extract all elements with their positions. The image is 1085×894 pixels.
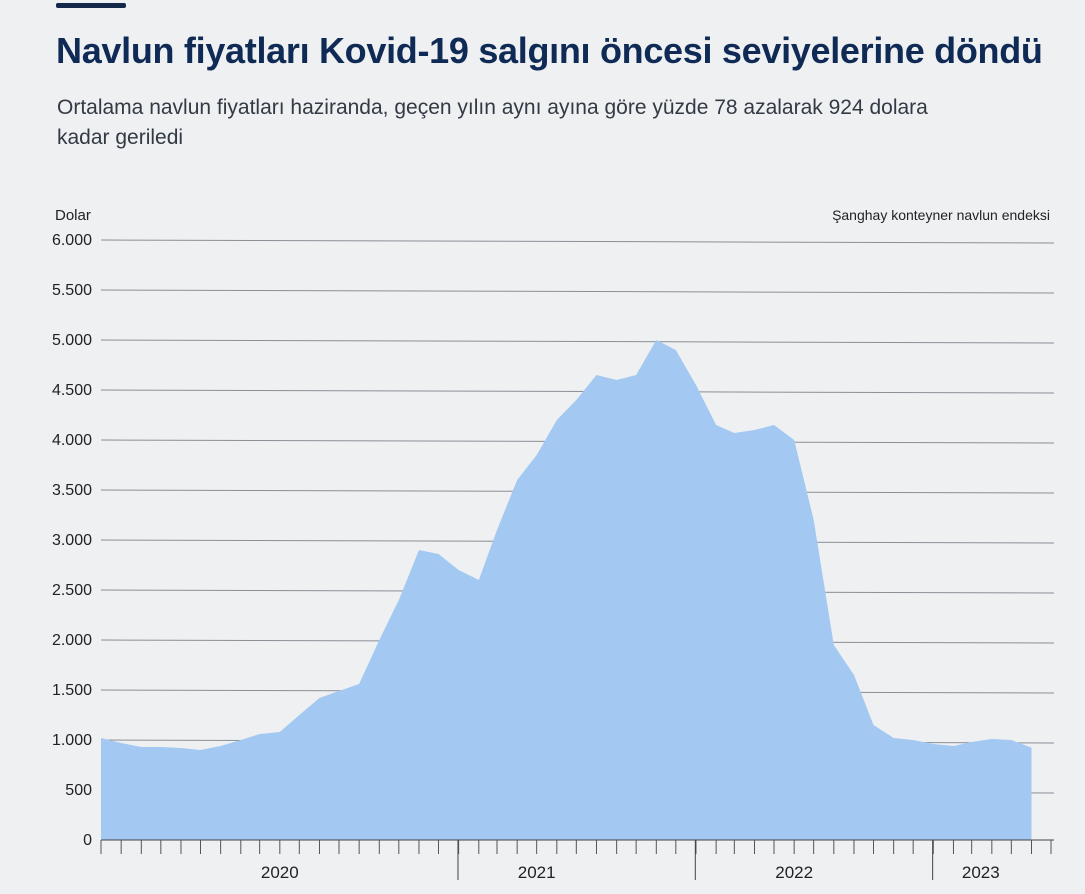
chart-subtitle: Ortalama navlun fiyatları haziranda, geç… (57, 96, 928, 149)
series-label: Şanghay konteyner navlun endeksi (832, 207, 1050, 223)
x-year-label: 2023 (962, 863, 1000, 882)
y-axis-label: Dolar (55, 207, 91, 224)
top-accent-bar (56, 3, 126, 8)
chart-title: Navlun fiyatları Kovid-19 salgını öncesi… (56, 30, 1043, 71)
y-tick-label: 1.000 (52, 732, 92, 749)
x-year-label: 2022 (775, 863, 813, 882)
x-axis: 2020 2021 2022 2023 (100, 839, 1054, 882)
y-tick-label: 4.500 (52, 382, 92, 399)
series-area (101, 340, 1032, 840)
y-tick-label: 2.500 (52, 582, 92, 599)
gridline (100, 389, 1055, 394)
y-tick-label: 1.500 (52, 682, 92, 699)
y-tick-label: 500 (65, 782, 92, 799)
y-tick-label: 5.500 (52, 282, 92, 299)
y-tick-label: 2.000 (52, 632, 92, 649)
y-tick-label: 6.000 (52, 232, 92, 249)
y-tick-label: 5.000 (52, 332, 92, 349)
x-year-label: 2020 (261, 863, 299, 882)
x-year-label: 2021 (518, 863, 556, 882)
gridline (100, 339, 1055, 344)
y-tick-label: 0 (83, 832, 92, 849)
y-tick-label: 4.000 (52, 432, 92, 449)
y-tick-label: 3.000 (52, 532, 92, 549)
y-tick-label: 3.500 (52, 482, 92, 499)
gridline (100, 239, 1055, 244)
gridline (100, 289, 1055, 294)
y-tick-labels: 0 500 1.000 1.500 2.000 2.500 3.000 3.500 4.000 4… (52, 232, 92, 849)
